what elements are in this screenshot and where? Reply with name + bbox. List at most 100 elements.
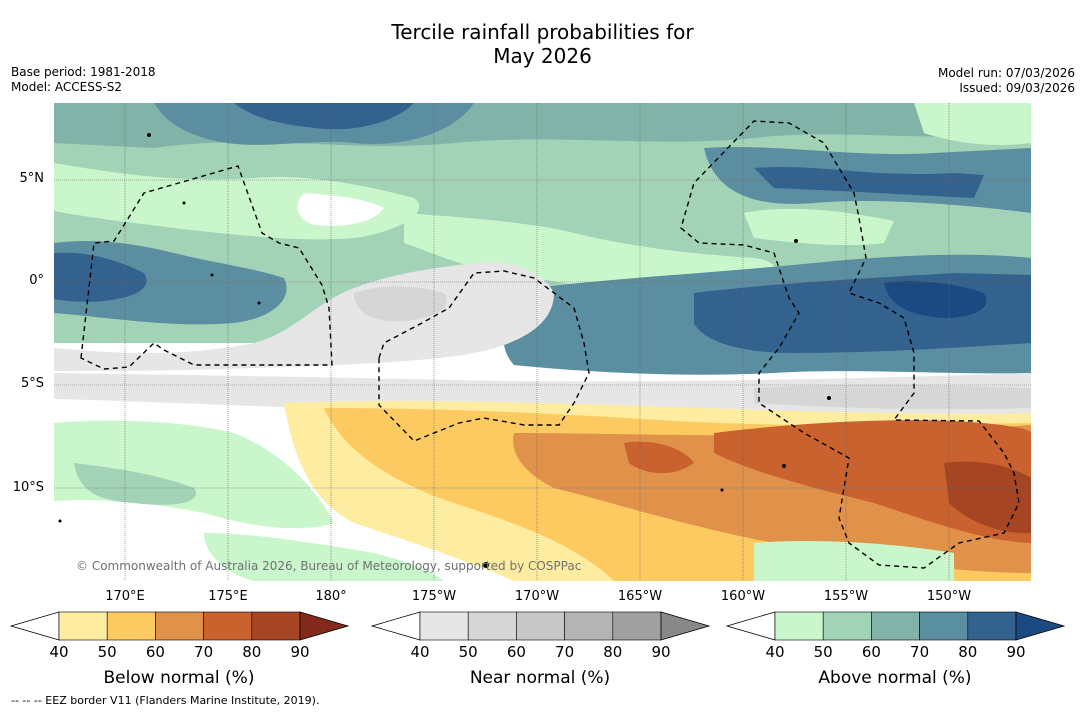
colorbar-segment — [155, 611, 204, 641]
meta-right: Model run: 07/03/2026 Issued: 09/03/2026 — [938, 66, 1075, 96]
colorbar-tick-label: 60 — [506, 643, 526, 661]
island — [182, 201, 186, 205]
colorbar-tick-label: 80 — [603, 643, 623, 661]
lon-label-165w: 165°W — [617, 589, 663, 604]
colorbar-extend-low — [9, 611, 60, 641]
colorbar-tick-label: 80 — [958, 643, 978, 661]
lon-label-175e: 175°E — [208, 589, 248, 604]
colorbar-tick-label: 70 — [910, 643, 930, 661]
lon-label-160w: 160°W — [720, 589, 766, 604]
colorbar-segment — [564, 611, 614, 641]
eez-borders — [80, 120, 1020, 569]
colorbar-tick-label: 40 — [49, 643, 69, 661]
above-normal-sw-mid — [74, 463, 196, 505]
below-normal-spot — [624, 441, 694, 474]
island — [257, 301, 261, 305]
colorbar-segment — [106, 611, 156, 641]
lon-label-175w: 175°W — [411, 589, 457, 604]
colorbar-tick-label: 50 — [813, 643, 833, 661]
colorbar-extend-high — [299, 611, 350, 641]
issued-date: Issued: 09/03/2026 — [959, 81, 1075, 95]
above-normal-west-dark — [54, 252, 147, 302]
island — [147, 133, 151, 137]
colorbar-tick-label: 90 — [1006, 643, 1026, 661]
near-normal-west — [54, 262, 554, 371]
near-normal-south-band — [54, 373, 1031, 420]
colorbar-tick-label: 60 — [145, 643, 165, 661]
colorbar-above-label: Above normal (%) — [818, 668, 972, 688]
island — [58, 519, 62, 523]
title-line-1: Tercile rainfall probabilities for — [391, 20, 694, 44]
island-markers — [58, 133, 831, 568]
above-normal-north-darkest — [234, 103, 414, 130]
near-normal-south-mid — [754, 384, 1031, 410]
colorbar-segment — [419, 611, 469, 641]
white-patch-north — [297, 193, 384, 226]
copyright-notice: © Commonwealth of Australia 2026, Bureau… — [76, 559, 582, 573]
lon-label-150w: 150°W — [926, 589, 972, 604]
colorbar-segment — [251, 611, 301, 641]
colorbar-near-label: Near normal (%) — [469, 668, 611, 688]
lon-label-180: 180° — [315, 589, 347, 604]
lat-label-10s: 10°S — [12, 480, 44, 495]
rainfall-map — [54, 103, 1031, 581]
map-title: Tercile rainfall probabilities for May 2… — [0, 20, 1085, 68]
grid-lines — [54, 103, 1031, 581]
eez-kiribati-phoenix — [378, 270, 590, 442]
above-normal-ne-light — [744, 208, 894, 246]
colorbar-above-normal — [725, 611, 1066, 641]
eez-kiribati-gilbert — [80, 165, 333, 370]
island — [794, 239, 798, 243]
below-normal-dark-orange — [714, 420, 1031, 543]
colorbar-tick-label: 70 — [555, 643, 575, 661]
colorbar-segment — [516, 611, 565, 641]
colorbar-tick-label: 90 — [290, 643, 310, 661]
lat-label-5n: 5°N — [19, 171, 45, 186]
eez-kiribati-line — [680, 120, 1020, 569]
lat-label-0: 0° — [29, 273, 44, 288]
map-panel — [54, 103, 1031, 581]
colorbar-tick-label: 50 — [458, 643, 478, 661]
island — [720, 488, 724, 492]
lon-label-170w: 170°W — [514, 589, 560, 604]
colorbar-near-normal — [370, 611, 711, 641]
below-normal-darkest — [944, 461, 1031, 534]
colorbar-tick-label: 40 — [765, 643, 785, 661]
colorbars — [9, 611, 1066, 641]
colorbar-tick-label: 80 — [242, 643, 262, 661]
island — [827, 396, 831, 400]
colorbar-segment — [871, 611, 920, 641]
colorbar-extend-high — [1015, 611, 1066, 641]
lon-label-155w: 155°W — [823, 589, 869, 604]
meta-left: Base period: 1981-2018 Model: ACCESS-S2 — [11, 65, 156, 95]
island — [483, 562, 489, 568]
model-name: Model: ACCESS-S2 — [11, 80, 123, 94]
colorbar-segment — [58, 611, 108, 641]
colorbar-tick-label: 70 — [194, 643, 214, 661]
island — [782, 464, 786, 468]
island — [210, 273, 214, 277]
colorbar-extend-low — [370, 611, 421, 641]
colorbar-tick-label: 50 — [97, 643, 117, 661]
colorbar-extend-low — [725, 611, 776, 641]
colorbar-segment — [467, 611, 517, 641]
colorbar-below-normal — [9, 611, 350, 641]
above-normal-sw-south — [204, 533, 444, 581]
lon-label-170e: 170°E — [105, 589, 145, 604]
colorbar-tick-label: 40 — [410, 643, 430, 661]
above-normal-se-light — [754, 541, 954, 581]
colorbar-segment — [203, 611, 253, 641]
colorbar-extend-high — [660, 611, 711, 641]
model-run: Model run: 07/03/2026 — [937, 66, 1075, 80]
above-normal-central-light — [404, 213, 775, 295]
near-normal-west-mid — [354, 286, 447, 322]
above-normal-ne-dark — [754, 166, 984, 198]
lat-label-5s: 5°S — [20, 376, 44, 391]
above-normal-corner-light — [914, 103, 1031, 145]
above-normal-east-darkest — [884, 281, 987, 318]
colorbar-segment — [967, 611, 1017, 641]
colorbar-segment — [919, 611, 969, 641]
colorbar-tick-label: 60 — [861, 643, 881, 661]
colorbar-segment — [612, 611, 662, 641]
base-period: Base period: 1981-2018 — [11, 65, 156, 79]
